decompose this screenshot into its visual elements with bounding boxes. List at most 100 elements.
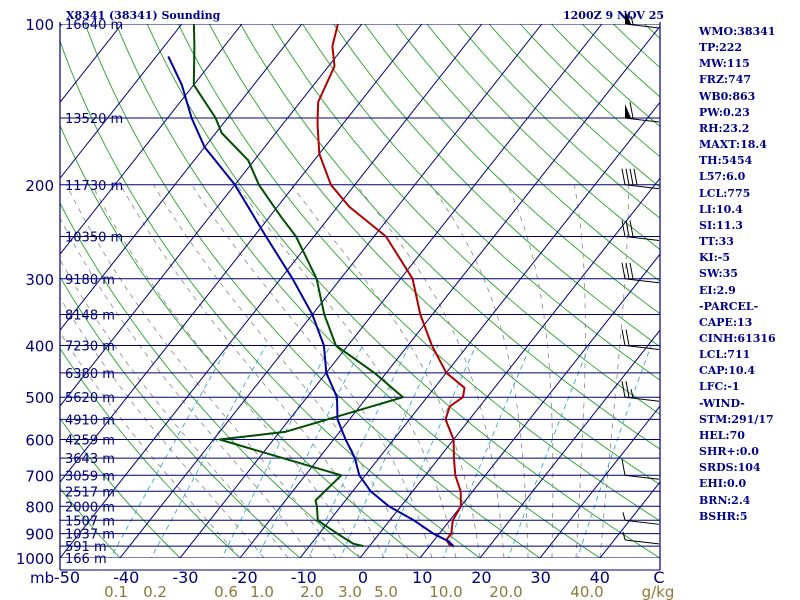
mixing-ratio-label: 0.6 [214,583,238,600]
temperature-tick-label: -20 [232,568,258,587]
wind-barb [621,459,660,480]
isotherm [419,253,660,558]
temperature-tick-label: -30 [172,568,198,587]
barb-full [621,168,626,185]
temperature-tick-label: -50 [54,568,80,587]
barb-full [625,168,630,185]
barb-full [621,329,626,346]
mixing-ratio-label: 10.0 [429,583,462,600]
wind-barb [621,329,660,350]
barb-full [621,459,626,476]
wind-barb [622,531,660,545]
index-item: STM:291/17 [699,412,774,426]
stability-indices-panel: WMO:38341 TP:222 MW:115 FRZ:747 WB0:863 PW:0.… [699,24,799,525]
index-item: LCL:775 [699,186,751,200]
height-label: 16640 m [65,18,123,33]
barb-flag [625,10,631,24]
temperature-tick-label: 20 [471,568,491,587]
height-label: 5620 m [65,391,115,406]
index-item: LI:10.4 [699,202,743,216]
temperature-tick-label: C [653,568,664,587]
height-label: 8148 m [65,309,115,324]
dry-adiabat [60,202,361,558]
dry-adiabats [60,24,660,558]
pressure-tick-label: 200 [25,177,54,195]
isotherm [179,24,603,558]
index-item: SI:11.3 [699,218,743,232]
sounding-title: X8341 (38341) Sounding [66,9,221,22]
wind-barb [621,220,660,241]
dry-adiabat [519,24,660,158]
isotherms [60,24,660,558]
pressure-tick-label: 700 [25,467,54,485]
dry-adiabat [302,24,660,381]
index-item: CINH:61316 [699,331,776,345]
moist-adiabat [236,184,457,558]
mixing-ratio-label: 2.0 [300,583,324,600]
pressure-tick-label: 600 [25,432,54,450]
mixing-ratio-label: 5.0 [374,583,398,600]
wind-barb [624,101,660,123]
index-item: -WIND- [699,396,745,410]
barb-half [622,531,626,541]
index-item: WB0:863 [699,89,756,103]
mixing-ratio-line [577,345,652,558]
barb-half [630,389,634,398]
mixing-ratio-label: 40.0 [570,583,603,600]
index-item: TH:5454 [699,154,753,168]
height-label: 3643 m [65,452,115,467]
moist-adiabat [60,331,241,558]
height-label: 2000 m [65,500,115,515]
isotherm [60,24,243,256]
dry-adiabat [60,347,241,558]
dry-adiabat [364,24,660,315]
temperature-tick-label: 40 [590,568,610,587]
barb-full [625,329,630,346]
height-label: 3059 m [65,469,115,484]
dry-adiabat [84,24,541,558]
dry-adiabat [115,24,601,558]
height-label: 11730 m [65,179,123,194]
moist-adiabat [355,184,505,558]
index-item: BRN:2.4 [699,493,751,507]
dewpoint-line [192,24,404,548]
dry-adiabat [395,24,660,282]
mixing-ratio-line [150,345,267,558]
barb-full [625,262,630,279]
moist-adiabat [91,184,361,558]
isotherm [479,329,660,558]
temperature-tick-label: -40 [113,568,139,587]
barb-full [621,220,626,237]
parcel-line [167,55,455,547]
isotherm [60,24,303,331]
pressure-tick-label: 900 [25,526,54,544]
dry-adiabat [426,24,660,251]
temperature-tick-label: 30 [530,568,550,587]
isotherm [299,101,660,558]
index-item: CAPE:13 [699,315,753,329]
barb-staff [624,396,660,402]
index-item: L57:6.0 [699,170,746,184]
moist-adiabat [60,259,289,558]
wind-barb [624,10,660,29]
mixing-ratio-label: 3.0 [338,583,362,600]
mixing-ratio-line [442,345,532,558]
index-item: LCL:711 [699,348,751,362]
index-item: RH:23.2 [699,121,750,135]
pressure-tick-label: 300 [25,271,54,289]
isotherm [60,24,63,28]
barb-full [625,381,630,398]
barb-full [629,101,634,119]
barb-half [630,15,634,25]
wind-barb [621,168,660,190]
index-item: CAP:10.4 [699,364,756,378]
index-item: KI:-5 [699,251,730,265]
temperature-tick-label: -10 [291,568,317,587]
index-item: SRDS:104 [699,461,761,475]
wind-barb [622,512,660,525]
barb-full [629,262,634,279]
dry-adiabat [457,24,660,219]
height-label: 1507 m [65,514,115,529]
index-item: BSHR:5 [699,509,748,523]
dry-adiabat [60,275,301,558]
